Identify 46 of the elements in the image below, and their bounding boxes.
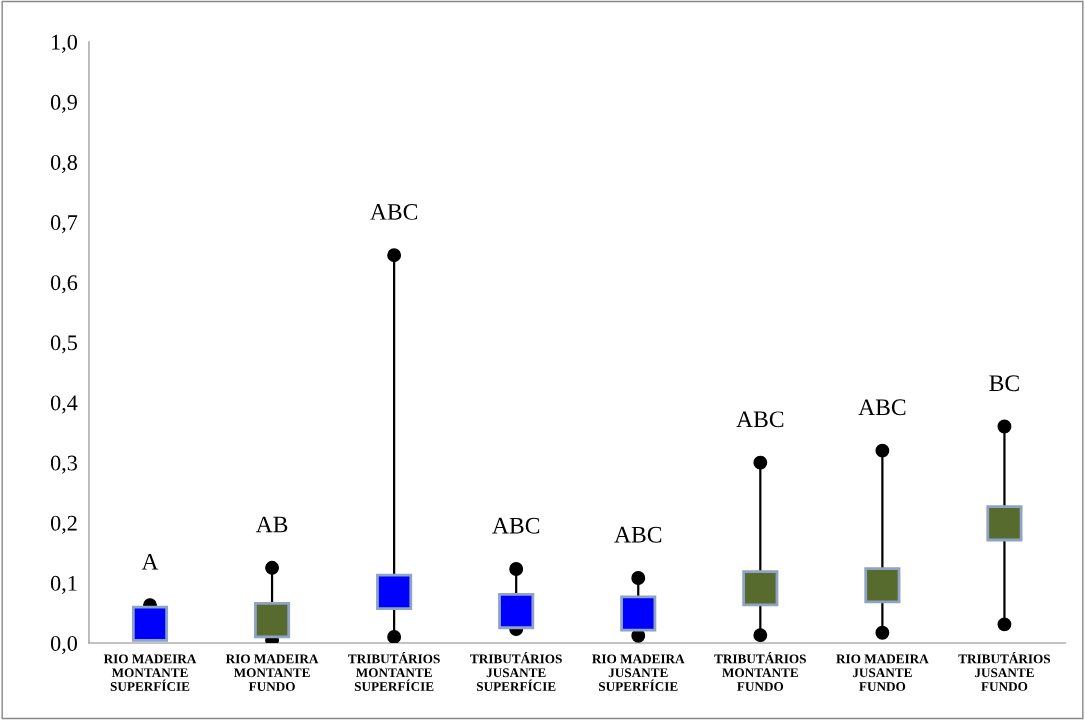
y-tick-label: 1,0 — [52, 34, 78, 53]
point — [864, 567, 901, 604]
y-tick-label: 0,9 — [50, 94, 77, 114]
annotation: ABC — [858, 399, 906, 416]
point — [997, 617, 1012, 632]
point — [742, 570, 779, 607]
point — [753, 455, 768, 470]
annotation: AB — [255, 516, 288, 533]
x-tick-label: TRIBUTÁRIOS JUSANTE FUNDO — [958, 651, 1051, 691]
y-tick-label: 0,2 — [50, 515, 77, 534]
x-tick-label: RIO MADEIRA JUSANTE FUNDO — [836, 654, 929, 691]
y-tick-label: 0,1 — [50, 575, 77, 594]
y-tick-label: 0,3 — [50, 455, 77, 474]
point — [498, 593, 535, 630]
point — [509, 562, 524, 576]
point — [631, 571, 646, 585]
point — [254, 602, 291, 639]
annotation: ABC — [614, 526, 662, 543]
point — [131, 605, 169, 642]
y-tick-label: 0,7 — [50, 215, 78, 234]
point — [753, 628, 768, 643]
y-tick-label: 0,4 — [50, 395, 78, 414]
x-tick-label: TRIBUTÁRIOS MONTANTE SUPERFÍCIE — [348, 651, 440, 691]
point — [875, 443, 890, 458]
annotation: ABC — [370, 203, 418, 220]
point — [986, 505, 1023, 542]
point — [265, 560, 280, 575]
point — [387, 630, 402, 643]
annotation: ABC — [736, 411, 784, 428]
annotation: BC — [989, 375, 1019, 392]
x-tick-label: RIO MADEIRA MONTANTE FUNDO — [225, 654, 319, 691]
y-tick-label: 0,6 — [50, 275, 78, 294]
y-tick-label: 0,0 — [50, 635, 78, 655]
annotation: A — [141, 553, 159, 570]
y-tick-label: 0,8 — [50, 154, 78, 174]
x-tick-label: RIO MADEIRA MONTANTE SUPERFÍCIE — [103, 654, 197, 691]
x-tick-label: TRIBUTÁRIOS JUSANTE SUPERFÍCIE — [470, 651, 562, 691]
point — [997, 419, 1012, 434]
point — [387, 248, 402, 263]
x-tick-label: TRIBUTÁRIOS MONTANTE FUNDO — [714, 651, 806, 691]
point — [875, 625, 890, 640]
point — [376, 573, 413, 610]
annotation: ABC — [492, 517, 540, 534]
x-tick-label: RIO MADEIRA JUSANTE SUPERFÍCIE — [592, 654, 685, 691]
point — [620, 595, 657, 632]
y-tick-label: 0,5 — [50, 335, 77, 354]
